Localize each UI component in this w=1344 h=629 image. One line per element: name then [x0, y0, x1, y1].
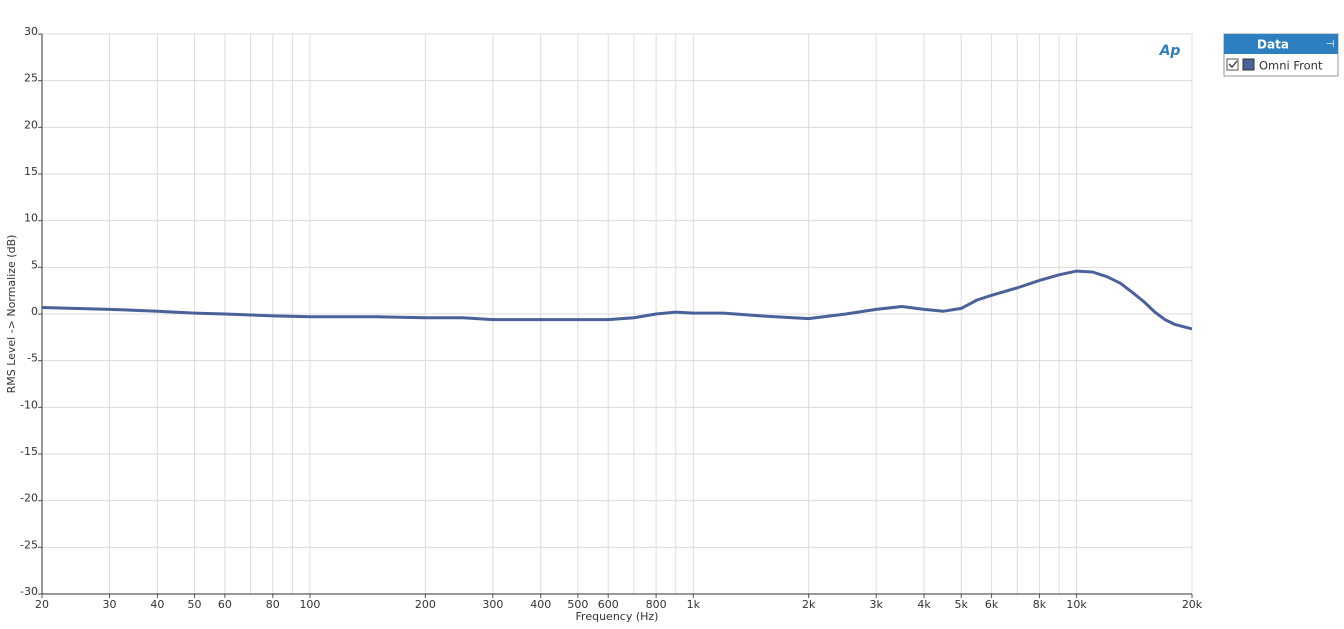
y-tick-label: 20	[24, 118, 38, 131]
x-tick-label: 60	[218, 598, 232, 611]
legend-title: Data	[1257, 38, 1289, 52]
y-tick-label: -10	[20, 398, 38, 411]
x-tick-label: 40	[150, 598, 164, 611]
x-tick-label: 4k	[917, 598, 931, 611]
x-tick-label: 600	[598, 598, 619, 611]
y-tick-label: -5	[27, 352, 38, 365]
y-tick-label: 0	[31, 305, 38, 318]
x-tick-label: 30	[103, 598, 117, 611]
logo: Ap	[1159, 43, 1181, 59]
data-line	[41, 269, 1193, 331]
x-tick-label: 6k	[985, 598, 999, 611]
legend-header	[1224, 34, 1338, 54]
x-tick-label: 800	[646, 598, 667, 611]
y-tick-label: 10	[24, 212, 38, 225]
x-tick-label: 3k	[869, 598, 883, 611]
y-tick-label: -15	[20, 445, 38, 458]
x-tick-label: 200	[415, 598, 436, 611]
y-tick-label: 30	[24, 25, 38, 38]
x-axis-title: Frequency (Hz)	[576, 610, 659, 623]
x-tick-label: 8k	[1033, 598, 1047, 611]
x-tick-label: 5k	[955, 598, 969, 611]
x-tick-label: 1k	[687, 598, 701, 611]
legend-swatch	[1242, 58, 1255, 71]
pin-icon[interactable]: ⊣	[1326, 39, 1335, 50]
y-tick-label: -20	[20, 492, 38, 505]
x-tick-label: 20	[35, 598, 49, 611]
y-tick-label: -25	[20, 538, 38, 551]
y-tick-label: 25	[24, 72, 38, 85]
y-tick-label: 15	[24, 165, 38, 178]
x-tick-label: 100	[299, 598, 320, 611]
x-tick-label: 50	[188, 598, 202, 611]
legend-checkbox[interactable]	[1226, 58, 1239, 71]
x-tick-label: 10k	[1066, 598, 1087, 611]
x-tick-label: 500	[567, 598, 588, 611]
x-tick-label: 20k	[1182, 598, 1203, 611]
y-tick-label: -30	[20, 585, 38, 598]
y-axis-title: RMS Level -> Normalize (dB)	[5, 235, 18, 394]
x-tick-label: 80	[266, 598, 280, 611]
checkmark	[1228, 60, 1238, 68]
x-tick-label: 300	[482, 598, 503, 611]
y-tick-label: 5	[31, 258, 38, 271]
x-tick-label: 400	[530, 598, 551, 611]
x-tick-label: 2k	[802, 598, 816, 611]
legend: Data ⊣ Omni Front	[1223, 33, 1339, 77]
legend-label: Omni Front	[1259, 59, 1323, 73]
